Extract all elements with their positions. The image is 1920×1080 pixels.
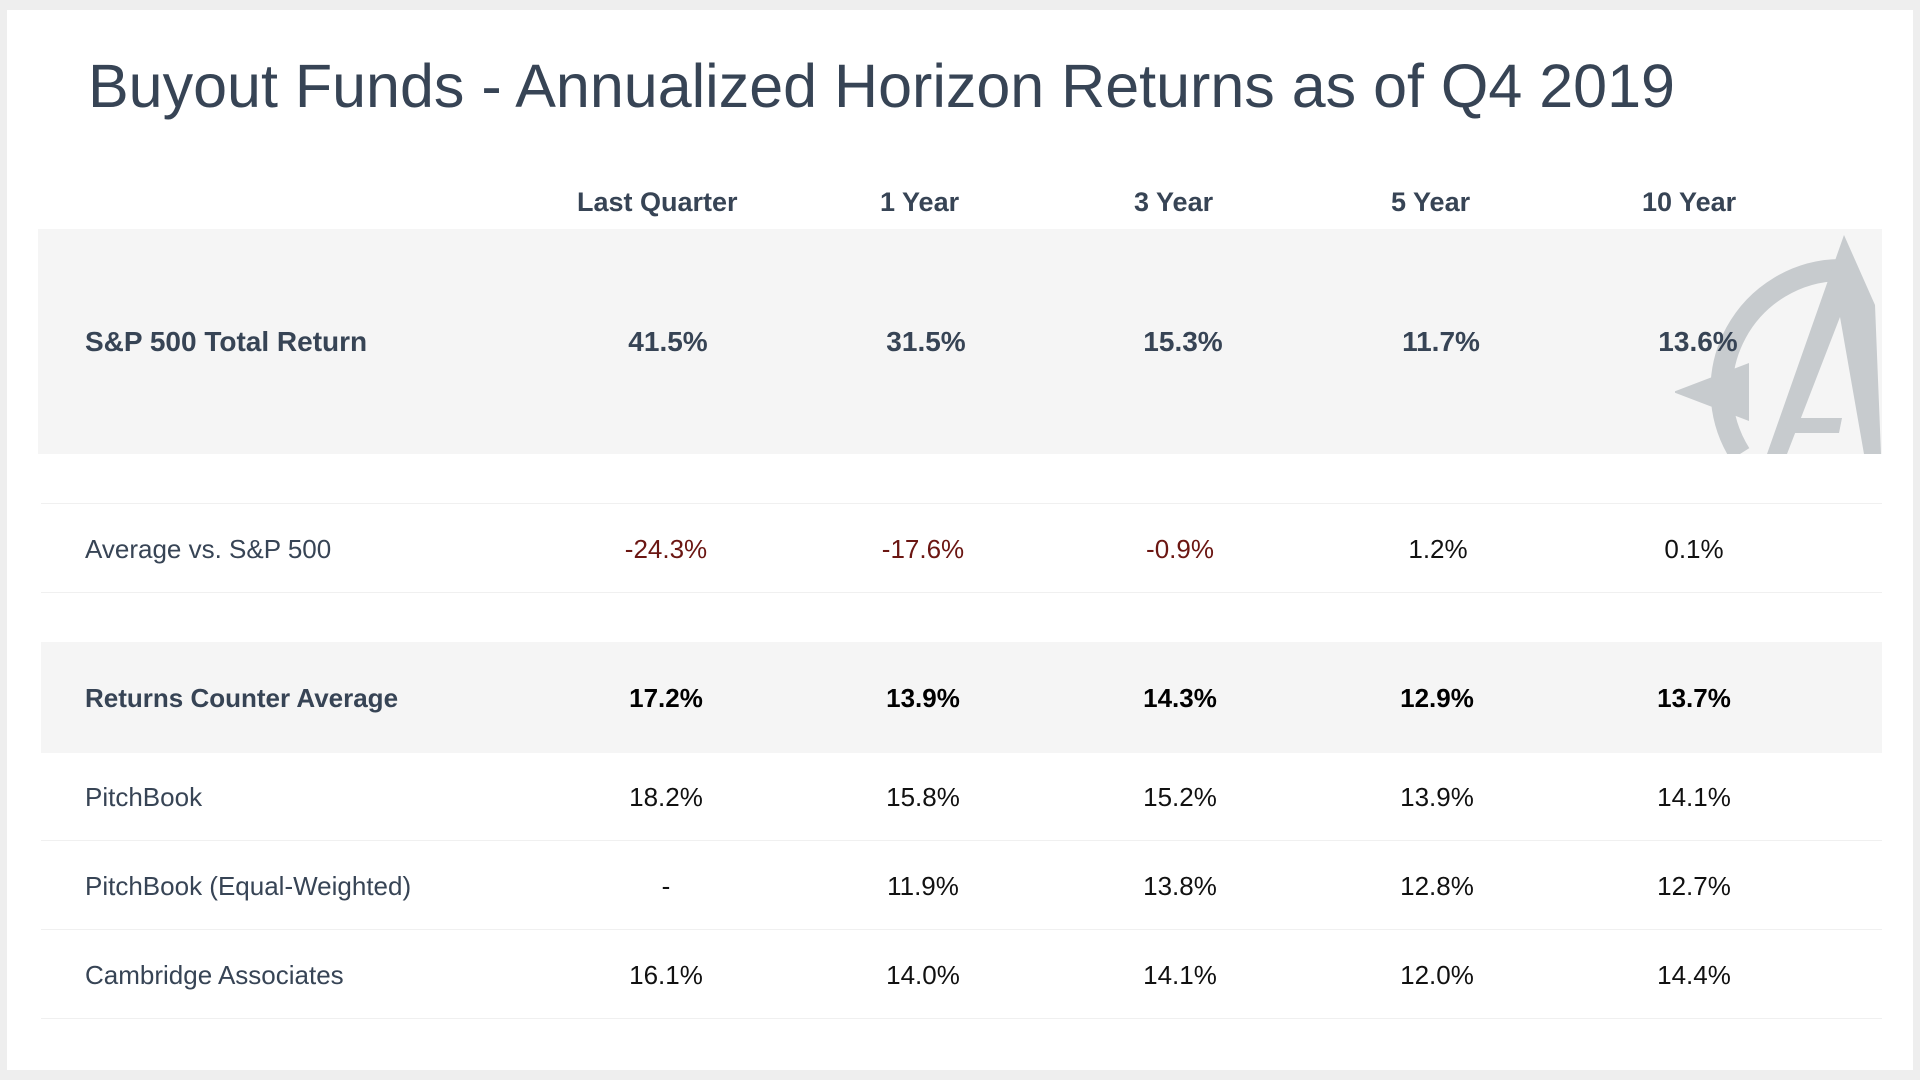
row-divider [41,1018,1882,1019]
table-cell: 15.3% [1143,326,1223,357]
sp500-row-band [38,229,1882,454]
compass-a-logo-icon [1675,235,1881,454]
table-cell-negative: -0.9% [1146,534,1214,564]
row-label: Average vs. S&P 500 [85,534,332,564]
column-header-3-year: 3 Year [1134,187,1214,217]
table-cell: 15.2% [1143,782,1217,812]
table-cell: 0.1% [1664,534,1724,564]
page-title: Buyout Funds - Annualized Horizon Return… [88,52,1675,120]
table-cell: 13.9% [886,683,960,713]
table-cell: 41.5% [628,326,708,357]
table-cell: 16.1% [629,960,703,990]
row-label: Returns Counter Average [85,683,399,713]
row-label: PitchBook (Equal-Weighted) [85,871,412,901]
table-cell: 31.5% [886,326,966,357]
table-cell: 12.8% [1400,871,1474,901]
column-header-1-year: 1 Year [880,187,960,217]
table-cell: 14.4% [1657,960,1731,990]
row-label: PitchBook [85,782,203,812]
column-header-5-year: 5 Year [1391,187,1471,217]
column-header-10-year: 10 Year [1642,187,1737,217]
table-cell: 13.7% [1657,683,1731,713]
report-card [7,10,1913,1070]
table-cell: 14.3% [1143,683,1217,713]
table-cell: 1.2% [1408,534,1468,564]
table-cell: 11.7% [1402,326,1480,357]
table-cell: 15.8% [886,782,960,812]
row-divider [41,503,1882,504]
table-cell: 14.1% [1143,960,1217,990]
table-cell: 14.0% [886,960,960,990]
table-cell: 14.1% [1657,782,1731,812]
returns-counter-row-band [41,642,1882,753]
column-header-last-quarter: Last Quarter [577,187,738,217]
row-label: S&P 500 Total Return [85,326,368,357]
table-cell: 18.2% [629,782,703,812]
table-cell: 12.0% [1400,960,1474,990]
table-cell: 13.9% [1400,782,1474,812]
table-cell-negative: -17.6% [881,534,965,564]
table-cell-negative: -24.3% [624,534,708,564]
row-divider [41,592,1882,593]
table-cell: - [661,871,671,901]
table-cell: 11.9% [887,871,959,901]
table-cell: 12.9% [1400,683,1474,713]
table-cell: 13.8% [1143,871,1217,901]
row-divider [41,840,1882,841]
table-cell: 13.6% [1658,326,1738,357]
table-cell: 12.7% [1657,871,1731,901]
row-label: Cambridge Associates [85,960,344,990]
table-cell: 17.2% [629,683,703,713]
row-divider [41,929,1882,930]
